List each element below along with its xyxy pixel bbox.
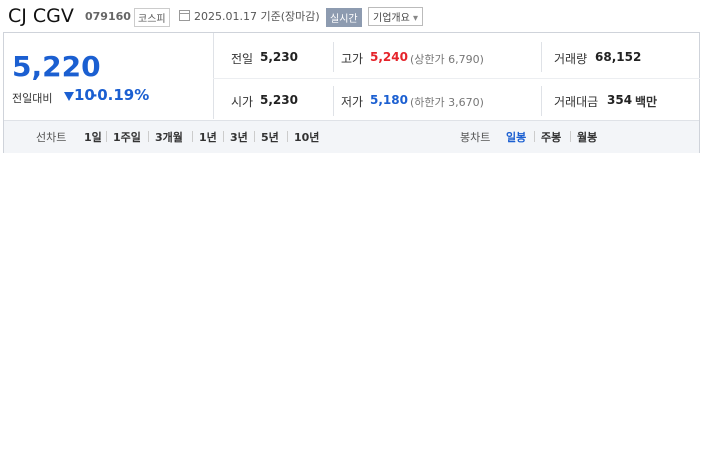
period-tab[interactable]: 3년 [230,131,248,144]
period-tab[interactable]: 1주일 [113,131,141,144]
stat-label: 거래량 [554,52,588,66]
stat-note: (상한가 6,790) [410,53,484,66]
tab-separator [287,131,288,142]
company-label: 기업개요 [373,13,410,24]
tab-separator [570,131,571,142]
down-triangle [64,92,74,101]
candle-period-tab[interactable]: 주봉 [541,131,562,144]
candle-period-tab[interactable]: 일봉 [506,131,527,144]
divider [213,78,700,79]
stat-note: (하한가 3,670) [410,96,484,109]
stat-value: 354 [607,93,633,107]
calendar-icon: 6,3176,0785,8405,6015,3635,1254,88610/23… [179,10,190,21]
divider [541,42,542,72]
tab-separator [254,131,255,142]
period-tab[interactable]: 1일 [84,131,102,144]
divider [541,86,542,116]
divider [213,33,214,119]
period-tab[interactable]: 10년 [294,131,320,144]
tab-separator [192,131,193,142]
tab-separator [534,131,535,142]
stat-value: 5,230 [260,93,298,107]
change-label: 전일대비 [12,92,53,105]
period-tab[interactable]: 3개월 [155,131,183,144]
stat-label: 저가 [341,95,364,109]
period-tab[interactable]: 1년 [199,131,217,144]
company-dropdown[interactable]: 기업개요 ▾ [368,7,424,26]
stat-label: 전일 [231,52,254,66]
change: 10 [74,86,95,104]
stat-unit: 백만 [635,95,658,109]
market-badge: 코스피 [134,8,170,27]
tab-separator [223,131,224,142]
divider [333,86,334,116]
stat-value: 68,152 [595,50,642,64]
tab-separator [106,131,107,142]
stat-value: 5,230 [260,50,298,64]
base-date: 2025.01.17 기준(장마감) [194,10,320,23]
change-rate: -0.19% [91,86,150,104]
period-tab[interactable]: 5년 [261,131,279,144]
current-price: 5,220 [12,50,101,83]
stat-label: 시가 [231,95,254,109]
divider [333,42,334,72]
tab-container: 선차트 1일 1주일 3개월 1년 3년 5년 10년 봉차트 일봉 주봉 월봉 [4,120,699,152]
chart [0,160,702,471]
stock-name: CJ CGV [8,5,74,27]
stat-label: 거래대금 [554,95,599,109]
tab-separator [148,131,149,142]
stat-label: 고가 [341,52,364,66]
stat-value: 5,180 [370,93,408,107]
tab-bar [4,120,699,153]
realtime-button[interactable]: 실시간 [326,8,362,27]
line-chart-label: 선차트 [36,131,67,144]
stock-code: 079160 [85,10,131,23]
candle-chart-label: 봉차트 [460,131,491,144]
candle-period-tab[interactable]: 월봉 [577,131,598,144]
stat-value: 5,240 [370,50,408,64]
